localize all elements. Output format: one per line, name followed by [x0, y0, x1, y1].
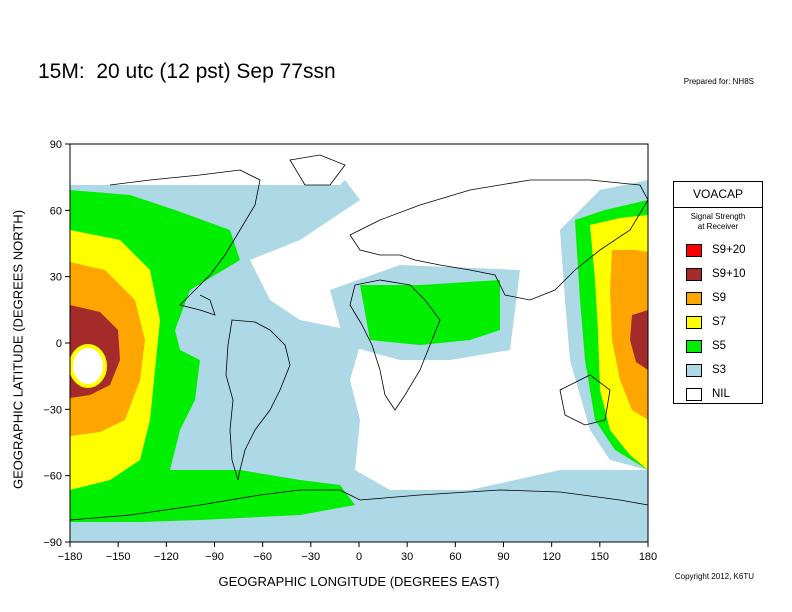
legend-label: S9: [712, 292, 727, 304]
y-tick-label: 0: [56, 338, 62, 350]
y-tick-label: 90: [50, 139, 62, 151]
legend: VOACAP Signal Strength at Receiver S9+20…: [673, 181, 763, 404]
legend-item: S9+10: [674, 262, 762, 286]
y-tick-label: −90: [43, 537, 62, 549]
map-title: 15M: 20 utc (12 pst) Sep 77ssn: [38, 60, 336, 83]
legend-label: S5: [712, 340, 727, 352]
x-tick-label: 0: [356, 551, 362, 563]
x-tick-label: 180: [639, 551, 657, 563]
x-axis-label: GEOGRAPHIC LONGITUDE (DEGREES EAST): [218, 574, 500, 589]
legend-swatch: [686, 315, 702, 329]
legend-label: NIL: [712, 388, 730, 400]
x-tick-label: 60: [449, 551, 461, 563]
x-tick-label: 30: [401, 551, 413, 563]
x-tick-label: −60: [253, 551, 272, 563]
x-tick-label: −180: [58, 551, 83, 563]
legend-subtitle-line1: Signal Strength: [690, 212, 746, 221]
legend-item: S9+20: [674, 238, 762, 262]
axis-ticks: −180 −150 −120 −90 −60 −30 0 30 60 90 120 150 180 90 6…: [43, 139, 657, 563]
legend-swatch: [686, 339, 702, 353]
x-tick-label: −150: [106, 551, 131, 563]
x-tick-label: 120: [542, 551, 560, 563]
legend-label: S9+10: [712, 268, 746, 280]
legend-item: S7: [674, 310, 762, 334]
legend-items: S9+20 S9+10 S9 S7 S5 S3 NIL: [674, 238, 762, 406]
legend-subtitle: Signal Strength at Receiver: [674, 212, 762, 232]
x-tick-label: −120: [154, 551, 179, 563]
coverage-layer: [70, 144, 648, 542]
legend-swatch: [686, 243, 702, 257]
y-tick-label: 30: [50, 272, 62, 284]
legend-title: VOACAP: [674, 182, 762, 208]
legend-swatch: [686, 363, 702, 377]
legend-label: S7: [712, 316, 727, 328]
legend-swatch: [686, 291, 702, 305]
copyright-note: Copyright 2012, K6TU: [674, 572, 754, 581]
prepared-for-note: Prepared for: NH8S: [683, 77, 754, 86]
legend-label: S9+20: [712, 244, 746, 256]
legend-swatch: [686, 387, 702, 401]
legend-subtitle-line2: at Receiver: [697, 222, 739, 231]
legend-item: S9: [674, 286, 762, 310]
y-axis-label: GEOGRAPHIC LATITUDE (DEGREES NORTH): [10, 209, 26, 490]
legend-label: S3: [712, 364, 727, 376]
x-tick-label: −30: [301, 551, 320, 563]
legend-item: S3: [674, 358, 762, 382]
y-tick-label: −60: [43, 471, 62, 483]
y-tick-label: 60: [50, 205, 62, 217]
x-tick-label: 150: [591, 551, 609, 563]
coastlines: [70, 154, 648, 521]
x-tick-label: 90: [497, 551, 509, 563]
legend-swatch: [686, 267, 702, 281]
legend-item: S5: [674, 334, 762, 358]
legend-item: NIL: [674, 382, 762, 406]
x-tick-label: −90: [205, 551, 224, 563]
y-tick-label: −30: [43, 404, 62, 416]
